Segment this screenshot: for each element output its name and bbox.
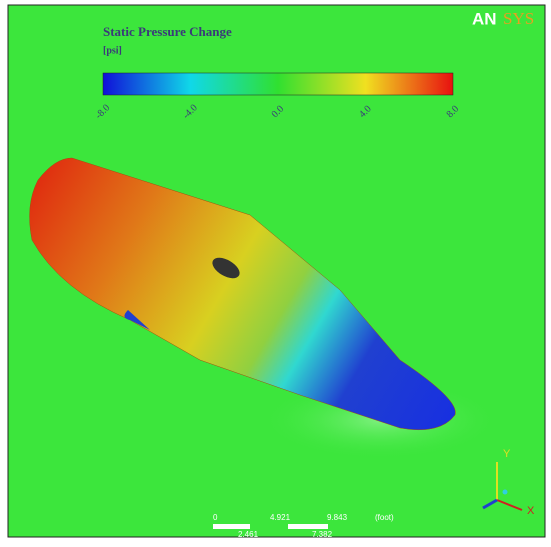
scale-unit: (foot) <box>375 513 394 522</box>
logo-right: SYS <box>503 9 534 28</box>
triad-y-label: Y <box>503 448 511 460</box>
legend-title: Static Pressure Change <box>103 24 232 39</box>
scale-label: 2.461 <box>238 530 259 539</box>
triad-origin <box>503 490 508 495</box>
viewport: Static Pressure Change [psi] -8.0-4.00.0… <box>0 0 551 542</box>
scale-label: 0 <box>213 513 218 522</box>
legend-unit: [psi] <box>103 45 122 56</box>
scale-label: 4.921 <box>270 513 291 522</box>
triad-x-label: X <box>527 505 535 517</box>
scale-label: 7.382 <box>312 530 333 539</box>
logo-left: AN <box>472 9 497 28</box>
scale-bar-gap <box>250 524 288 529</box>
scale-bar-gap <box>328 524 368 529</box>
scale-label: 9.843 <box>327 513 348 522</box>
colorbar <box>103 73 453 95</box>
page: Static Pressure Change [psi] -8.0-4.00.0… <box>0 0 551 542</box>
